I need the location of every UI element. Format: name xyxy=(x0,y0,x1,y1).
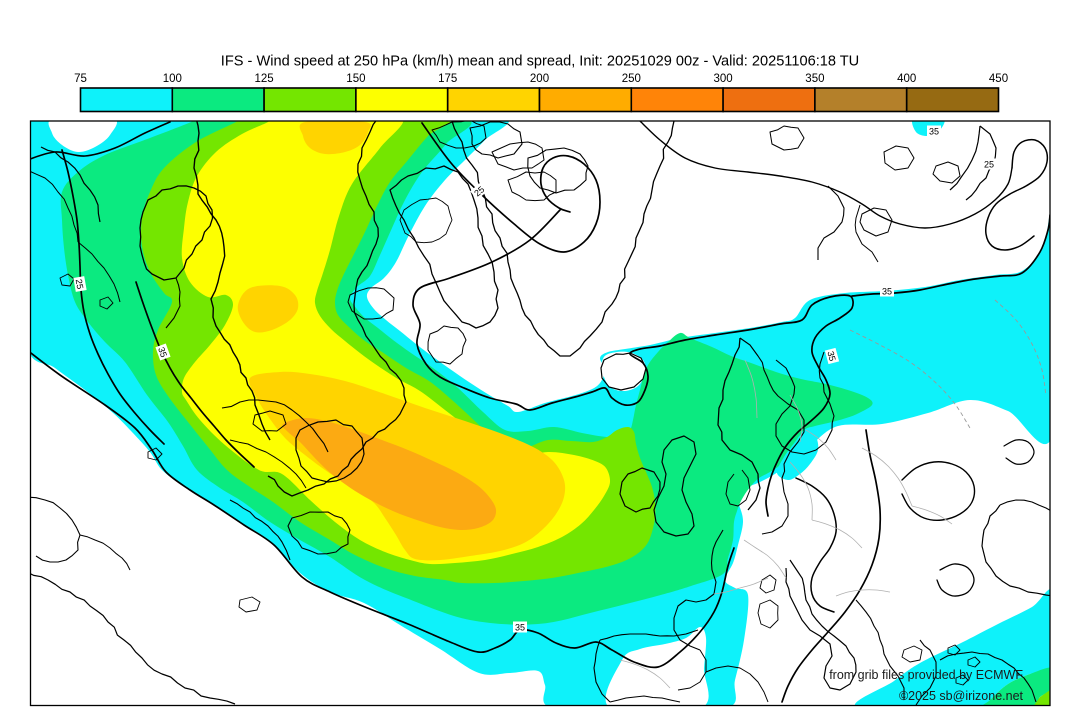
svg-text:25: 25 xyxy=(74,278,86,290)
svg-text:from grib files provided by EC: from grib files provided by ECMWF xyxy=(829,668,1023,682)
svg-text:35: 35 xyxy=(882,287,892,297)
svg-text:35: 35 xyxy=(825,350,837,362)
svg-text:300: 300 xyxy=(714,73,733,85)
svg-text:25: 25 xyxy=(984,160,994,170)
svg-text:25: 25 xyxy=(472,184,486,198)
svg-text:250: 250 xyxy=(622,73,641,85)
svg-text:200: 200 xyxy=(530,73,549,85)
svg-text:400: 400 xyxy=(897,73,916,85)
svg-text:IFS - Wind speed at 250 hPa (k: IFS - Wind speed at 250 hPa (km/h) mean … xyxy=(221,54,859,70)
svg-text:35: 35 xyxy=(156,346,169,359)
svg-text:35: 35 xyxy=(929,127,939,137)
svg-text:100: 100 xyxy=(163,73,182,85)
svg-text:125: 125 xyxy=(255,73,274,85)
svg-text:35: 35 xyxy=(515,623,525,633)
svg-text:175: 175 xyxy=(438,73,457,85)
svg-text:©2025 sb@irizone.net: ©2025 sb@irizone.net xyxy=(899,689,1024,703)
svg-text:350: 350 xyxy=(805,73,824,85)
svg-text:150: 150 xyxy=(346,73,365,85)
svg-text:75: 75 xyxy=(74,73,87,85)
svg-text:450: 450 xyxy=(989,73,1008,85)
